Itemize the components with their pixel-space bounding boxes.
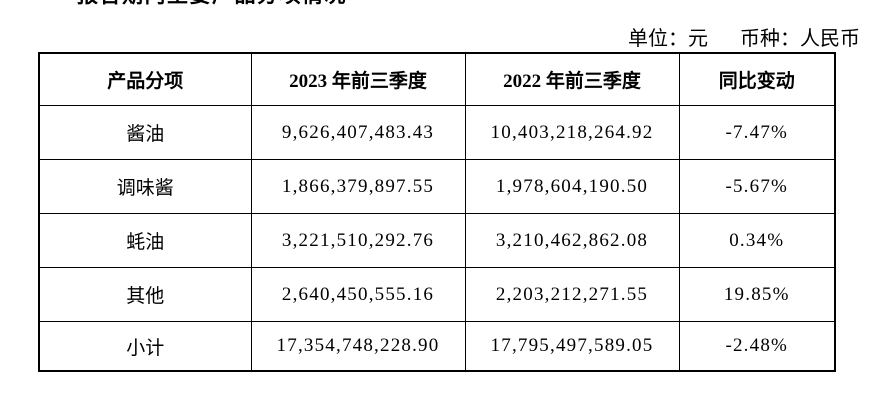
units-line: 单位：元 币种：人民币: [628, 22, 860, 51]
unit-label: 单位：元: [628, 28, 708, 50]
table-row-others: 其他 2,640,450,555.16 2,203,212,271.55 19.…: [38, 267, 836, 322]
value-2022-cell: 2,203,212,271.55: [464, 267, 680, 322]
yoy-change-cell: -2.48%: [678, 321, 836, 372]
table-header-row: 产品分项 2023 年前三季度 2022 年前三季度 同比变动: [38, 52, 836, 106]
yoy-change-cell: 19.85%: [678, 267, 836, 322]
value-2023-cell: 1,866,379,897.55: [250, 159, 466, 214]
value-2022-cell: 17,795,497,589.05: [464, 321, 680, 372]
product-name-cell: 蚝油: [38, 213, 252, 268]
table-row-soy-sauce: 酱油 9,626,407,483.43 10,403,218,264.92 -7…: [38, 105, 836, 160]
currency-label: 币种：人民币: [740, 28, 860, 50]
product-breakdown-table: 产品分项 2023 年前三季度 2022 年前三季度 同比变动 酱油 9,626…: [38, 52, 836, 372]
col-header-2022: 2022 年前三季度: [464, 52, 680, 106]
value-2023-cell: 17,354,748,228.90: [250, 321, 466, 372]
yoy-change-cell: -7.47%: [678, 105, 836, 160]
yoy-change-cell: -5.67%: [678, 159, 836, 214]
clipped-page-heading: 报告期内主要产品分项情况: [77, 0, 377, 7]
table-row-seasoning-sauce: 调味酱 1,866,379,897.55 1,978,604,190.50 -5…: [38, 159, 836, 214]
value-2023-cell: 9,626,407,483.43: [250, 105, 466, 160]
value-2022-cell: 10,403,218,264.92: [464, 105, 680, 160]
yoy-change-cell: 0.34%: [678, 213, 836, 268]
clipped-page-heading-text: 报告期内主要产品分项情况: [77, 0, 377, 6]
product-name-cell: 其他: [38, 267, 252, 322]
product-name-cell: 酱油: [38, 105, 252, 160]
value-2022-cell: 3,210,462,862.08: [464, 213, 680, 268]
table-row-oyster-sauce: 蚝油 3,221,510,292.76 3,210,462,862.08 0.3…: [38, 213, 836, 268]
value-2022-cell: 1,978,604,190.50: [464, 159, 680, 214]
value-2023-cell: 3,221,510,292.76: [250, 213, 466, 268]
col-header-yoy: 同比变动: [678, 52, 836, 106]
table-row-subtotal: 小计 17,354,748,228.90 17,795,497,589.05 -…: [38, 321, 836, 372]
value-2023-cell: 2,640,450,555.16: [250, 267, 466, 322]
col-header-2023: 2023 年前三季度: [250, 52, 466, 106]
product-name-cell: 小计: [38, 321, 252, 372]
col-header-product: 产品分项: [38, 52, 252, 106]
product-name-cell: 调味酱: [38, 159, 252, 214]
